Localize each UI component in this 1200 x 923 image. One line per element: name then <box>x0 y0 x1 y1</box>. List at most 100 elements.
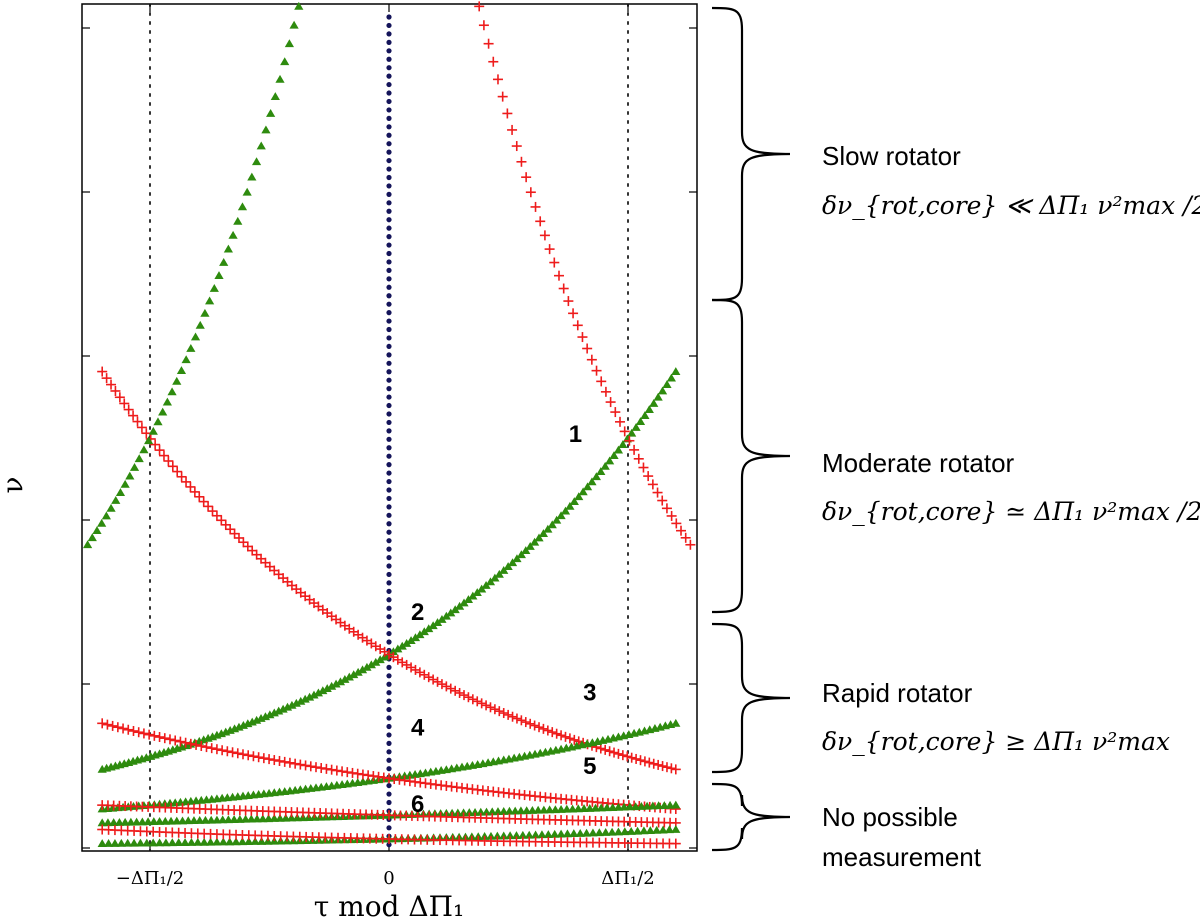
series-3-point <box>133 727 144 738</box>
center-line-point <box>386 799 392 806</box>
center-line-point <box>386 571 392 578</box>
series-0-point <box>657 386 668 395</box>
series-6-point <box>556 829 566 838</box>
series-9-point <box>474 1 485 12</box>
series-1-point <box>194 491 205 502</box>
series-3-point <box>112 722 123 733</box>
center-line-point <box>386 546 392 552</box>
center-line-point <box>386 521 392 527</box>
series-1-point <box>185 481 196 492</box>
center-line-point <box>386 259 392 265</box>
series-8-point <box>144 436 154 445</box>
series-1-point <box>119 398 130 409</box>
series-0-point <box>388 647 399 656</box>
series-1-point <box>569 734 580 745</box>
series-8-point <box>261 125 271 134</box>
series-0-point <box>335 677 346 686</box>
series-6-point <box>639 826 649 835</box>
center-line-point <box>386 157 392 164</box>
series-2-point <box>671 718 681 727</box>
annotation-4: 4 <box>411 715 425 742</box>
series-1-point <box>631 753 642 764</box>
series-6-point <box>518 830 528 839</box>
series-1-point <box>617 750 628 761</box>
series-3-point <box>185 738 196 749</box>
series-6-point <box>550 829 560 838</box>
regime-slow-condition: δν_{rot,core} ≪ ΔΠ₁ ν²max /2 <box>822 191 1200 220</box>
series-0-point <box>349 670 359 679</box>
series-9-point <box>600 386 611 397</box>
series-3-point <box>305 761 316 772</box>
series-6-point <box>212 837 222 846</box>
series-0-point <box>322 684 332 692</box>
series-1-point <box>410 664 421 675</box>
series-1-point <box>459 690 470 701</box>
center-line-point <box>386 614 392 620</box>
braces <box>711 6 791 852</box>
series-6-point <box>626 826 636 835</box>
series-1-point <box>538 723 549 734</box>
center-line-point <box>386 56 392 62</box>
series-3-point <box>144 729 155 740</box>
series-0-point <box>362 662 372 671</box>
series-1-point <box>423 672 434 683</box>
series-8-point <box>195 320 205 329</box>
series-0-point <box>459 598 469 607</box>
center-line-point <box>386 605 392 611</box>
series-0-point <box>538 529 549 538</box>
series-8-point <box>270 92 280 100</box>
series-9-point <box>483 38 494 49</box>
center-line-point <box>386 267 392 273</box>
brace-none <box>711 782 791 852</box>
center-line-point <box>386 538 392 544</box>
series-8-point <box>266 108 276 117</box>
series-6-point <box>142 838 152 847</box>
series-3-point <box>232 748 243 759</box>
series-9-point <box>615 416 626 427</box>
annotation-2: 2 <box>411 599 424 626</box>
series-3-point <box>279 756 290 767</box>
series-8-point <box>233 216 243 225</box>
center-line-point <box>386 597 392 603</box>
series-1-point <box>229 528 240 539</box>
regime-none-name: No possible <box>822 802 958 832</box>
series-1-point <box>158 450 169 461</box>
series-8-point <box>172 376 182 385</box>
center-line-point <box>386 715 392 721</box>
series-1-point <box>203 501 214 512</box>
brace-slow <box>711 6 791 302</box>
series-0-point <box>666 373 676 382</box>
series-0-point <box>454 601 465 610</box>
center-line-point <box>386 310 392 316</box>
series-8-point <box>247 172 257 181</box>
series-0-point <box>309 690 319 699</box>
series-9-point <box>638 462 649 473</box>
series-1-point <box>472 696 483 707</box>
series-1-point <box>132 416 143 427</box>
series-3-point <box>175 736 186 747</box>
series-4-point <box>671 800 681 809</box>
series-9-point <box>553 270 564 281</box>
series-1-point <box>622 751 633 762</box>
series-9-point <box>535 216 546 227</box>
series-8-point <box>129 463 140 471</box>
series-0-point <box>327 681 337 690</box>
series-3-point <box>300 760 311 771</box>
series-8-point <box>280 57 290 66</box>
regime-none-name2: measurement <box>822 842 982 872</box>
series-1-point <box>101 373 112 384</box>
regime-slow-name: Slow rotator <box>822 141 961 171</box>
regime-rapid-condition: δν_{rot,core} ≥ ΔΠ₁ ν²max <box>822 727 1170 756</box>
series-6-point <box>154 838 165 847</box>
center-line-point <box>386 504 392 510</box>
series-6-point <box>244 837 254 846</box>
center-line-point <box>386 301 392 307</box>
center-line-point <box>386 436 392 442</box>
center-line-point <box>386 39 392 45</box>
series-8-point <box>115 488 126 496</box>
series-0-point <box>304 692 315 701</box>
center-line-point <box>386 22 392 29</box>
series-6-point <box>161 838 171 847</box>
series-3-point <box>237 749 248 760</box>
series-9-point <box>629 444 640 455</box>
